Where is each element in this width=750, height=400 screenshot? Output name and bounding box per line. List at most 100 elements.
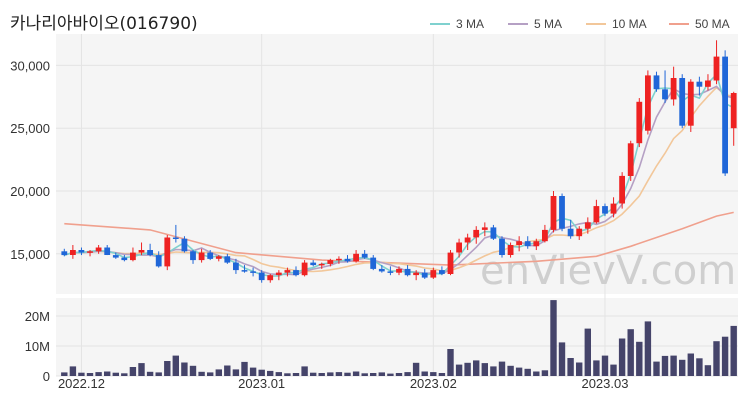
candle-body (190, 251, 196, 261)
candle-body (602, 206, 608, 214)
volume-bar (653, 361, 660, 376)
volume-bars (61, 300, 737, 376)
volume-bar (447, 349, 454, 376)
candle-body (378, 268, 385, 272)
price-tick-label: 15,000 (10, 247, 50, 262)
candle-body (576, 228, 583, 237)
candle-body (473, 229, 480, 238)
volume-bar (601, 355, 609, 376)
candle-body (181, 238, 188, 252)
volume-bar (121, 373, 128, 376)
legend: 3 MA 5 MA 10 MA 50 MA (430, 17, 730, 31)
legend-label: 50 MA (695, 17, 730, 31)
volume-bar (679, 359, 686, 376)
price-axis: 15,000 20,000 25,000 30,000 (10, 58, 50, 261)
volume-bar (275, 372, 282, 376)
volume-tick-label: 20M (25, 309, 50, 324)
candle-body (258, 272, 265, 281)
volume-bar (610, 364, 617, 376)
candle-body (687, 81, 694, 126)
volume-bar (473, 360, 480, 376)
volume-bar (318, 373, 325, 376)
volume-bar (498, 361, 506, 376)
volume-bar (430, 372, 437, 376)
candle-body (112, 255, 119, 258)
candle-body (524, 241, 531, 247)
volume-bar (335, 372, 343, 376)
volume-bar (129, 367, 137, 376)
volume-bar (104, 371, 111, 376)
volume-bar (438, 373, 446, 376)
candle-body (559, 196, 565, 229)
legend-label: 10 MA (612, 17, 647, 31)
price-tick-label: 20,000 (10, 184, 50, 199)
volume-bar (189, 365, 197, 376)
volume-bar (713, 341, 720, 376)
date-tick-label: 2022.12 (58, 376, 105, 391)
candle-body (233, 262, 239, 271)
volume-bar (61, 372, 68, 376)
volume-bar (215, 369, 222, 376)
candle-body (533, 241, 540, 247)
volume-bar (567, 358, 574, 376)
volume-bar (412, 362, 420, 376)
ma-50-line (64, 211, 734, 266)
candle-body (396, 268, 402, 273)
volume-bar (455, 364, 463, 376)
candle-body (447, 252, 454, 274)
volume-bar (95, 372, 102, 376)
candle-body (705, 80, 711, 87)
date-tick-label: 2023.01 (238, 376, 285, 391)
gridlines (56, 34, 738, 377)
watermark: enVievV.com (480, 248, 736, 294)
volume-bar (258, 369, 265, 376)
volume-bar (533, 371, 540, 376)
candle-body (404, 268, 411, 276)
candle-body (584, 222, 591, 229)
volume-bar (558, 342, 566, 376)
candle-body (593, 206, 600, 223)
candle-body (550, 196, 557, 230)
legend-label: 3 MA (456, 17, 484, 31)
volume-bar (421, 371, 428, 376)
volume-bar (730, 325, 737, 376)
volume-bar (490, 366, 497, 376)
volume-bar (301, 366, 308, 376)
volume-axis: 0 10M 20M (25, 309, 50, 384)
candle-body (172, 237, 179, 239)
candle-body (198, 252, 205, 261)
date-axis: 2022.12 2023.01 2023.02 2023.03 (58, 376, 629, 391)
candle-body (722, 56, 728, 174)
volume-bar (172, 355, 179, 376)
volume-tick-label: 10M (25, 339, 50, 354)
volume-bar (387, 373, 394, 376)
candle-body (138, 250, 145, 253)
candle-body (567, 228, 574, 237)
candle-body (78, 250, 85, 253)
candle-body (516, 241, 522, 245)
volume-bar (352, 371, 360, 376)
candle-body (267, 275, 274, 281)
candle-body (370, 257, 377, 269)
candle-body (636, 101, 643, 144)
volume-bar (404, 372, 411, 376)
volume-bar (370, 373, 377, 376)
volume-bar (146, 371, 154, 376)
candle-body (215, 256, 222, 259)
candle-body (241, 270, 248, 272)
volume-bar (86, 373, 94, 376)
volume-bar (550, 300, 557, 376)
candle-body (104, 247, 111, 255)
candle-body (336, 258, 342, 261)
volume-bar (181, 362, 188, 376)
candle-body (619, 175, 625, 204)
volume-bar (644, 321, 652, 376)
volume-bar (704, 365, 712, 376)
volume-bar (78, 372, 85, 376)
legend-label: 5 MA (534, 17, 562, 31)
candle-body (275, 272, 282, 276)
candle-body (95, 247, 102, 252)
volume-bar (515, 367, 523, 376)
candle-body (121, 257, 128, 261)
